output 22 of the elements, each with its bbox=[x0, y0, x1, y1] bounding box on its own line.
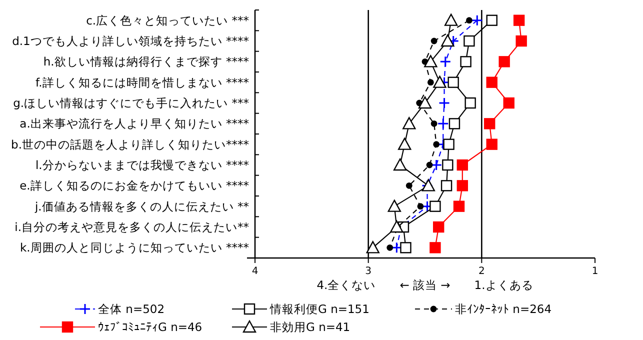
legend-label: ｳｪﾌﾞｺﾐｭﾆﾃｨG n=46 bbox=[98, 320, 202, 334]
y-tick-label: c.広く色々と知っていたい *** bbox=[86, 13, 250, 28]
y-tick-label: j.価値ある情報を多くの人に伝えたい ** bbox=[34, 199, 250, 214]
y-tick-label: g.ほしい情報はすぐにでも手に入れたい *** bbox=[13, 96, 250, 110]
y-tick-label: f.詳しく知るには時間を惜しまない **** bbox=[35, 75, 250, 90]
legend-label: 非効用G n=41 bbox=[270, 320, 350, 334]
y-tick-label: k.周囲の人と同じように知っていたい **** bbox=[20, 240, 250, 255]
y-tick-label: d.1つでも人より詳しい領域を持ちたい **** bbox=[12, 34, 250, 48]
y-tick-label: b.世の中の話題を人より詳しく知りたい**** bbox=[11, 137, 250, 152]
y-tick-label: h.欲しい情報は納得行くまで探す **** bbox=[43, 54, 250, 69]
x-tick-label: 1 bbox=[592, 266, 598, 277]
legend-label: 情報利便G n=151 bbox=[269, 302, 370, 316]
y-tick-label: a.出来事や流行を人より早く知りたい **** bbox=[20, 116, 250, 131]
legend-label: 非ｲﾝﾀｰﾈｯﾄ n=264 bbox=[455, 302, 552, 316]
x-tick-label: 3 bbox=[365, 266, 372, 277]
x-tick-label: 2 bbox=[478, 266, 485, 277]
y-tick-label: i.自分の考えや意見を多くの人に伝えたい** bbox=[14, 220, 250, 234]
x-axis-title: 4.全くない ← 該当 → 1.よくある bbox=[316, 278, 534, 292]
x-tick-label: 4 bbox=[252, 266, 258, 277]
y-tick-label: e.詳しく知るのにお金をかけてもいい **** bbox=[20, 178, 250, 193]
legend-label: 全体 n=502 bbox=[98, 302, 165, 316]
y-tick-label: l.分からないままでは我慢できない **** bbox=[35, 158, 250, 172]
